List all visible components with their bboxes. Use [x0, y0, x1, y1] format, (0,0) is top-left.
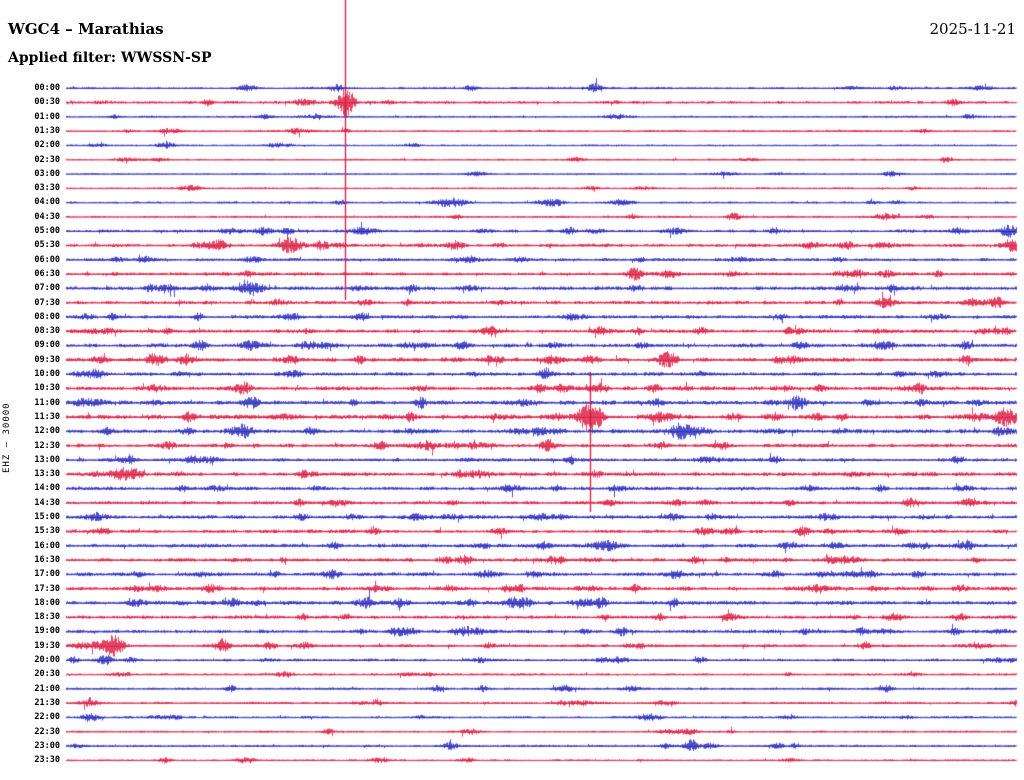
row-time-label: 05:00 [34, 226, 60, 236]
row-time-label: 21:30 [34, 697, 60, 708]
row-time-label: 07:00 [34, 283, 60, 294]
time-axis-labels: 00:00 00:30 01:00 01:30 02:00 02:30 03:00 03:30… [0, 0, 62, 780]
row-time-label: 19:00 [34, 626, 60, 637]
row-time-label: 06:00 [34, 254, 60, 265]
row-time-label: 09:00 [34, 340, 60, 351]
row-time-label: 18:30 [34, 612, 60, 623]
applied-filter-label: Applied filter: WWSSN-SP [8, 50, 212, 66]
row-time-label: 17:30 [34, 583, 60, 594]
row-time-label: 06:30 [34, 268, 60, 279]
row-time-label: 02:00 [34, 140, 60, 151]
row-time-label: 04:00 [34, 197, 60, 208]
row-time-label: 10:30 [34, 383, 60, 394]
row-time-label: 16:30 [34, 554, 60, 565]
row-time-label: 02:30 [34, 154, 60, 165]
row-time-label: 22:30 [34, 726, 60, 737]
row-time-label: 05:30 [34, 240, 60, 251]
row-time-label: 22:00 [34, 712, 60, 723]
record-date: 2025-11-21 [929, 20, 1016, 38]
row-time-label: 12:30 [34, 440, 60, 451]
row-time-label: 13:00 [34, 454, 60, 465]
row-time-label: 07:30 [34, 297, 60, 308]
row-time-label: 15:00 [34, 512, 60, 522]
row-time-label: 03:30 [34, 183, 60, 194]
row-time-label: 23:00 [34, 740, 60, 751]
row-time-label: 09:30 [34, 354, 60, 365]
row-time-label: 01:00 [34, 111, 60, 122]
row-time-label: 16:00 [34, 540, 60, 551]
row-time-label: 20:30 [34, 669, 60, 680]
row-time-label: 11:00 [34, 397, 60, 408]
row-time-label: 03:00 [34, 168, 60, 179]
row-time-label: 11:30 [34, 411, 60, 422]
row-time-label: 08:00 [34, 311, 60, 322]
row-time-label: 17:00 [34, 569, 60, 580]
row-time-label: 20:00 [34, 655, 60, 665]
row-time-label: 04:30 [34, 211, 60, 222]
row-time-label: 01:30 [34, 125, 60, 136]
row-time-label: 12:00 [34, 426, 60, 437]
station-title: WGC4 – Marathias [8, 20, 164, 38]
row-time-label: 23:30 [34, 755, 60, 766]
row-time-label: 00:00 [34, 83, 60, 93]
row-time-label: 18:00 [34, 597, 60, 608]
row-time-label: 10:00 [34, 369, 60, 379]
row-time-label: 21:00 [34, 683, 60, 694]
row-time-label: 00:30 [34, 97, 60, 108]
row-time-label: 13:30 [34, 469, 60, 480]
row-time-label: 14:00 [34, 483, 60, 494]
row-time-label: 19:30 [34, 640, 60, 651]
row-time-label: 08:30 [34, 326, 60, 337]
row-time-label: 15:30 [34, 526, 60, 537]
row-time-label: 14:30 [34, 497, 60, 508]
